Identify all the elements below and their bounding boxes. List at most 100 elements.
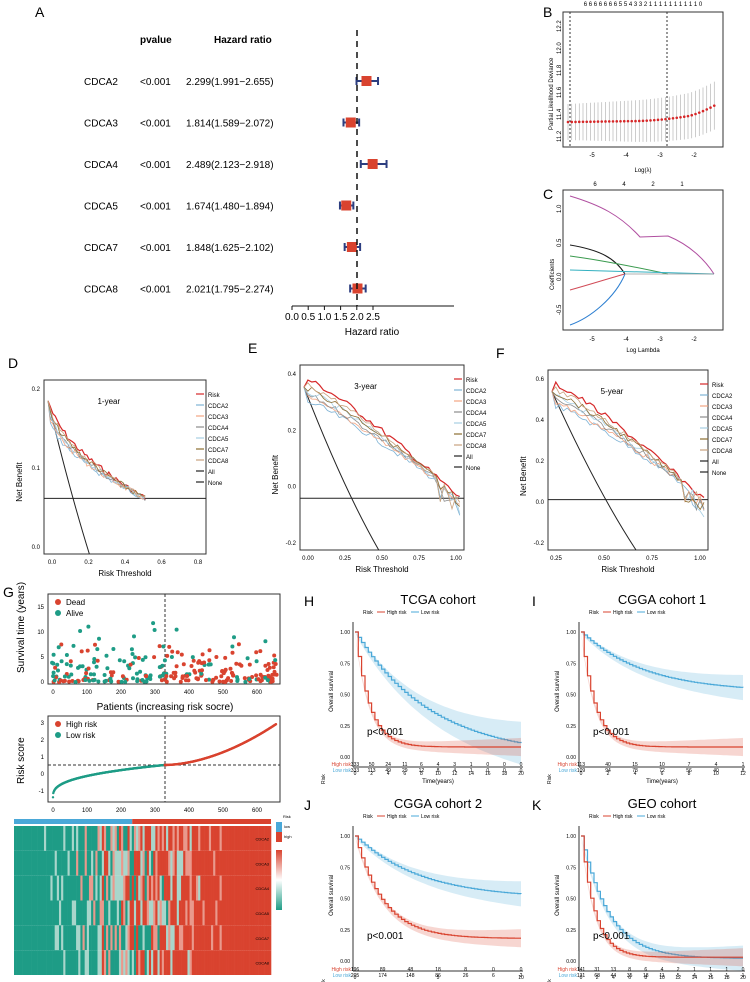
heat-cell (46, 826, 49, 851)
forest-hr-marker (341, 200, 352, 211)
heat-cell (196, 925, 199, 951)
heat-cell (217, 925, 220, 951)
heat-cell (264, 875, 268, 901)
heat-cell (211, 826, 214, 851)
surv-x-tick: 300 (150, 690, 161, 696)
dca-y-label: Net Benefit (519, 456, 528, 496)
panel-label-h: H (304, 593, 314, 609)
score-x-tick: 500 (218, 808, 229, 814)
dca-y-tick: 0.0 (288, 485, 297, 491)
heat-cell (91, 826, 94, 851)
heat-cell (249, 850, 253, 876)
heat-cell (151, 925, 154, 951)
heat-cell (112, 875, 115, 901)
heat-cell (223, 875, 227, 901)
km-y-tick: 0.25 (340, 724, 350, 730)
cv-point (649, 119, 652, 122)
heat-cell (262, 826, 265, 851)
heat-cell (163, 900, 167, 926)
alive-patient-dot (62, 674, 67, 679)
alive-patient-dot (64, 662, 69, 667)
heat-cell (73, 826, 77, 851)
heat-cell (39, 826, 43, 851)
km-risk-high-count: 1 (725, 967, 728, 973)
km-risk-low-count: 148 (406, 973, 415, 979)
dca-curve-cdca4 (303, 387, 461, 502)
km-risk-row-high-label: High risk (558, 762, 578, 768)
heat-cell (226, 826, 229, 851)
heat-cell (230, 826, 233, 851)
heat-cell (268, 900, 272, 926)
heat-cell (133, 850, 137, 876)
heat-cell (266, 900, 270, 926)
risk-score-frame (47, 715, 281, 803)
lasso-coef-plot: C 6 4 2 1 1.0 0.5 0.0 -0.5 -5 -4 -3 -2 Coefficien… (543, 182, 724, 354)
heat-cell (108, 900, 111, 926)
km-y-tick: 0.75 (340, 661, 350, 667)
heat-cell (157, 875, 160, 901)
heat-cell (266, 950, 270, 975)
alive-patient-dot (143, 655, 148, 660)
forest-plot: A pvalue Hazard ratio CDCA2 <0.001 2.299(1… (35, 4, 454, 338)
dead-patient-dot (68, 659, 73, 664)
heat-cell (67, 925, 70, 951)
forest-hr-marker (367, 159, 378, 169)
cv-point (667, 117, 671, 121)
dca-curve-cdca5 (303, 386, 461, 514)
heat-cell (249, 875, 253, 901)
heat-cell (217, 950, 220, 975)
heat-cell (61, 900, 64, 926)
heat-cell (16, 850, 19, 876)
heat-cell (251, 900, 255, 926)
heat-cell (84, 850, 88, 876)
heat-cell (153, 826, 156, 851)
heat-cell (65, 826, 68, 851)
km-x-tick: 4 (634, 771, 637, 777)
heat-cell (178, 875, 182, 901)
alive-patient-dot (132, 634, 136, 639)
heat-cell (28, 925, 32, 951)
heat-cell (191, 925, 195, 951)
cv-point (574, 120, 577, 124)
heat-cell (142, 826, 145, 851)
dead-patient-dot (223, 655, 228, 660)
km-y-tick: 0.25 (340, 928, 350, 934)
heat-cell (204, 875, 208, 901)
km-risk-low-count: 6 (492, 973, 495, 979)
heat-cell (215, 850, 218, 876)
dca-legend-none: None (208, 481, 223, 487)
heat-cell (198, 826, 201, 851)
km-risk-high-count: 89 (380, 967, 386, 973)
cv-x-tick: -5 (589, 153, 595, 159)
km-risk-high-count: 6 (420, 762, 423, 768)
high-risk-score-dot (274, 723, 278, 726)
dca-x-tick: 0.50 (376, 556, 388, 562)
heat-cell (245, 875, 248, 901)
dead-patient-dot (217, 679, 222, 684)
heat-cell (118, 826, 122, 851)
cv-y-tick: 11.4 (557, 108, 563, 120)
heat-cell (142, 950, 145, 975)
heat-cell (61, 875, 64, 901)
km-high-risk-curve (355, 835, 521, 939)
dca-y-tick: 0.6 (536, 377, 545, 383)
km-risk-low-count: 174 (378, 973, 387, 979)
forest-tick-label: 1.5 (334, 312, 348, 323)
heat-cell (121, 850, 124, 876)
heat-cell (76, 900, 79, 926)
km-low-risk-ci-band (581, 632, 743, 701)
forest-tick-label: 2.0 (350, 312, 364, 323)
heat-cell (181, 850, 184, 876)
heat-cell (71, 850, 75, 876)
heat-cell (200, 925, 203, 951)
km-legend-high: High risk (613, 610, 633, 616)
alive-patient-dot (169, 655, 174, 659)
dead-patient-dot (272, 669, 277, 674)
heat-cell (16, 826, 19, 851)
km-x-tick: 0 (580, 771, 583, 777)
dead-patient-dot (221, 679, 226, 684)
heat-cell (245, 925, 248, 951)
heat-cell (108, 850, 111, 876)
dca-y-tick: 0.0 (32, 545, 41, 551)
heat-cell (181, 875, 184, 901)
